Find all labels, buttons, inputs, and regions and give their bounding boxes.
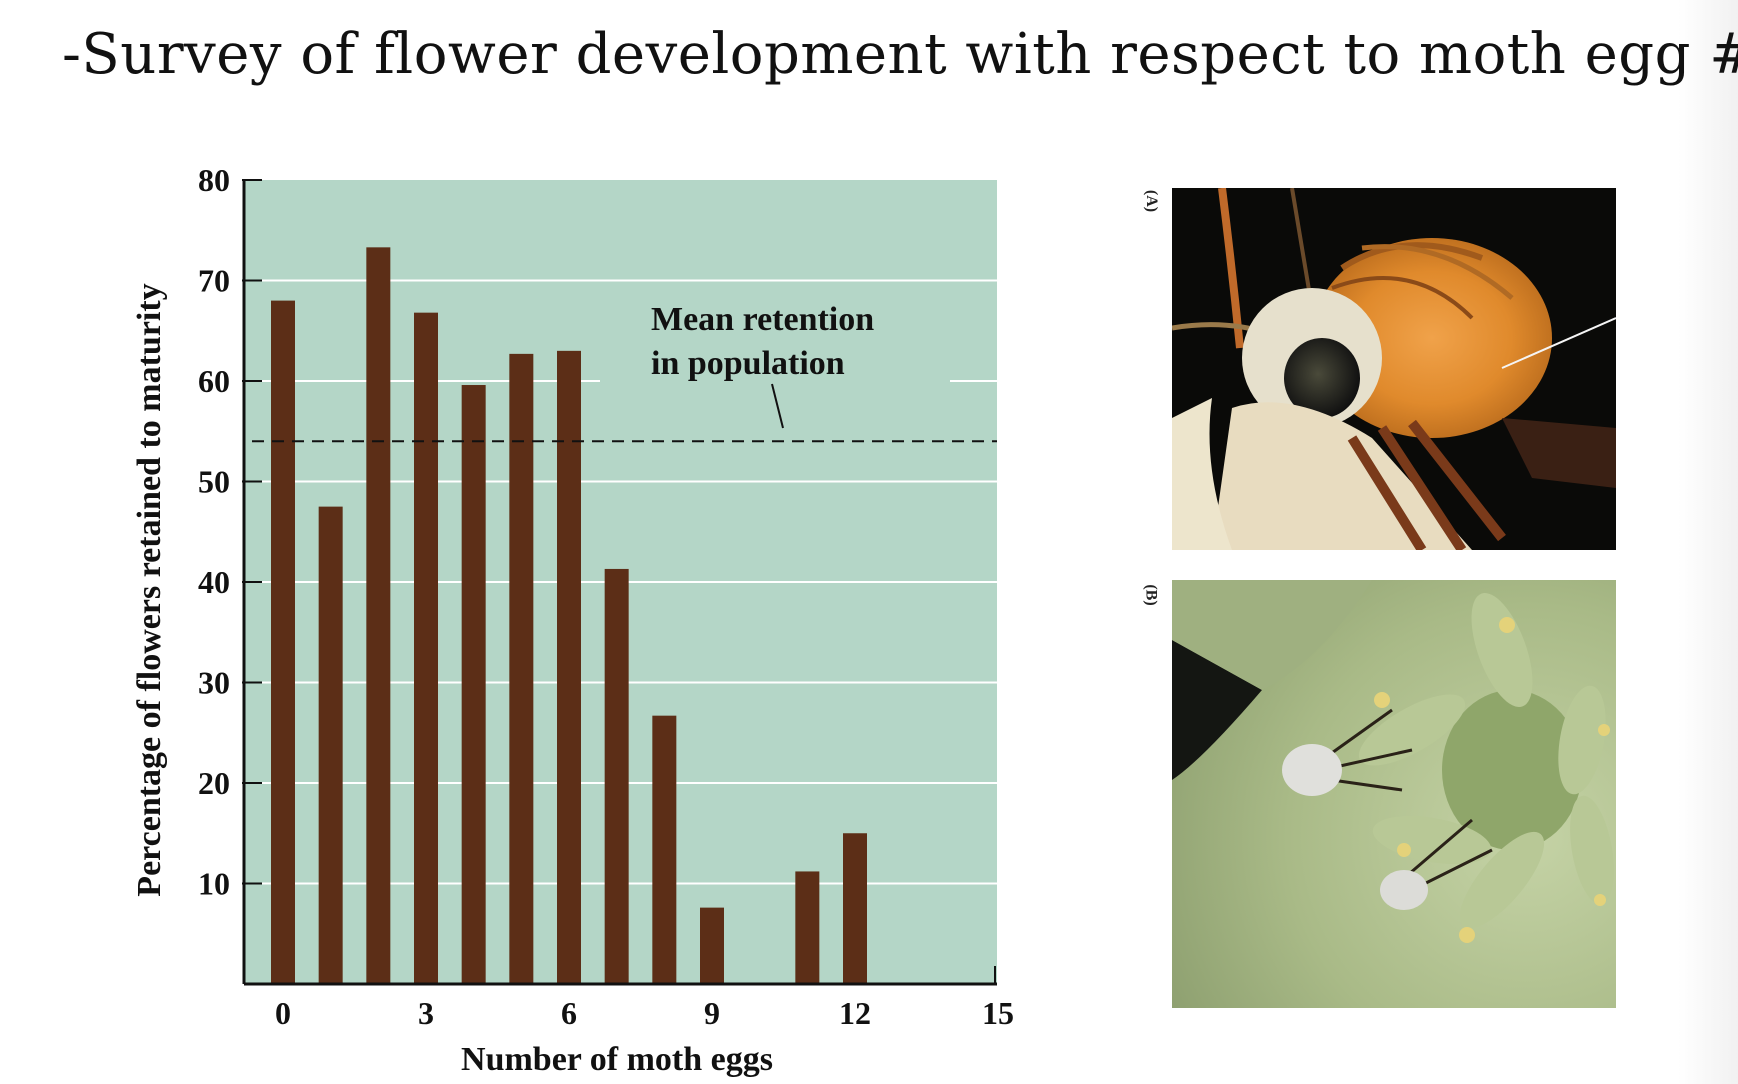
y-tick-label: 40: [198, 564, 230, 600]
bar: [509, 353, 534, 984]
x-tick-label: 0: [275, 995, 291, 1031]
y-tick-label: 80: [198, 162, 230, 198]
bar: [795, 871, 820, 984]
mean-label-line2: in population: [651, 345, 845, 382]
bar: [604, 568, 629, 984]
y-tick-label: 50: [198, 464, 230, 500]
x-tick-label: 12: [839, 995, 871, 1031]
bar: [700, 907, 724, 984]
yucca-flower-image: [1172, 580, 1616, 1008]
bar: [557, 350, 581, 985]
mean-label-pointer: [771, 383, 784, 429]
x-tick-label: 3: [418, 995, 434, 1031]
y-tick-label: 10: [198, 866, 230, 902]
x-tick-label: 6: [561, 995, 577, 1031]
photo-a-label: (A): [1143, 189, 1161, 213]
y-axis-label: Percentage of flowers retained to maturi…: [131, 283, 168, 896]
y-tick-label: 70: [198, 263, 230, 299]
y-tick-label: 20: [198, 765, 230, 801]
y-tick-label: 30: [198, 665, 230, 701]
bar: [366, 247, 391, 984]
bar: [271, 300, 295, 985]
photo-b-label: (B): [1142, 584, 1160, 606]
flower-photo: [1172, 580, 1616, 1008]
slide-title: -Survey of flower development with respe…: [62, 22, 1738, 87]
mean-label-line1: Mean retention: [651, 301, 874, 338]
x-tick-label: 15: [982, 995, 1014, 1031]
moth-photo: [1172, 188, 1616, 550]
moth-head-image: [1172, 188, 1616, 550]
page-edge-shadow: [1678, 0, 1738, 1084]
bar: [843, 833, 867, 984]
bar: [414, 312, 438, 984]
x-tick-label: 9: [704, 995, 720, 1031]
x-axis-label: Number of moth eggs: [461, 1041, 773, 1078]
bar: [652, 715, 677, 984]
y-tick-label: 60: [198, 363, 230, 399]
bar: [461, 385, 486, 984]
label-backdrop: [600, 368, 950, 382]
bar: [318, 506, 343, 984]
